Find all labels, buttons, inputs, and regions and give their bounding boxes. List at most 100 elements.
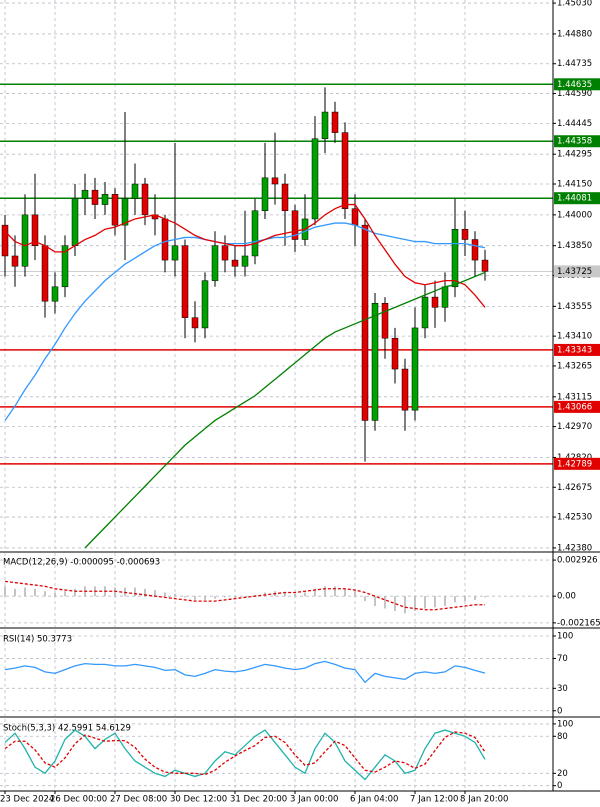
indicator-line bbox=[4, 731, 486, 776]
histogram-bar bbox=[64, 591, 66, 597]
candle-body bbox=[451, 228, 459, 288]
candle-body bbox=[181, 245, 189, 318]
candle-body bbox=[31, 214, 39, 246]
histogram-bar bbox=[344, 588, 346, 597]
histogram-bar bbox=[174, 593, 176, 597]
histogram-bar bbox=[134, 587, 136, 597]
candle-body bbox=[111, 194, 119, 226]
candle-body bbox=[171, 245, 179, 261]
y-tick-label: 1.44735 bbox=[557, 59, 592, 69]
panel-title: MACD(12,26,9) -0.000095 -0.000693 bbox=[3, 558, 160, 568]
candle-body bbox=[371, 303, 379, 421]
histogram-bar bbox=[314, 588, 316, 597]
y-tick-label: 1.43410 bbox=[557, 332, 592, 342]
panel-title: RSI(14) 50.3773 bbox=[3, 635, 72, 645]
indicator-line bbox=[84, 271, 486, 549]
histogram-bar bbox=[184, 596, 186, 598]
histogram-bar bbox=[394, 596, 396, 611]
candle-body bbox=[461, 228, 469, 240]
candle-body bbox=[311, 138, 319, 220]
histogram-bar bbox=[294, 593, 296, 597]
candle-body bbox=[261, 177, 269, 211]
y-tick-label: 0 bbox=[557, 781, 562, 791]
y-tick-label: 1.44880 bbox=[557, 29, 592, 39]
candle-body bbox=[51, 286, 59, 302]
x-tick-label: 27 Dec 08:00 bbox=[110, 795, 167, 805]
x-tick-label: 6 Jan 04:00 bbox=[350, 795, 398, 805]
histogram-bar bbox=[224, 596, 226, 598]
x-tick-label: 7 Jan 12:00 bbox=[410, 795, 458, 805]
candle-body bbox=[361, 224, 369, 421]
histogram-bar bbox=[484, 596, 486, 598]
y-tick-label: 1.44000 bbox=[557, 210, 592, 220]
histogram-bar bbox=[164, 592, 166, 597]
histogram-bar bbox=[24, 587, 26, 597]
histogram-bar bbox=[54, 592, 56, 597]
last-price-box bbox=[554, 265, 600, 278]
candle-body bbox=[21, 214, 29, 267]
candle-body bbox=[271, 177, 279, 185]
histogram-bar bbox=[214, 596, 216, 599]
histogram-bar bbox=[154, 590, 156, 597]
histogram-bar bbox=[354, 590, 356, 597]
histogram-bar bbox=[374, 596, 376, 607]
histogram-bar bbox=[304, 592, 306, 597]
y-tick-label: 1.44590 bbox=[557, 89, 592, 99]
histogram-bar bbox=[464, 596, 466, 602]
candle-body bbox=[331, 111, 339, 133]
y-tick-label: 0 bbox=[557, 706, 562, 716]
y-tick-label: 0.002926 bbox=[557, 556, 598, 566]
indicator-line bbox=[4, 222, 486, 421]
candle-body bbox=[61, 245, 69, 288]
indicator-line bbox=[4, 729, 486, 781]
candle-body bbox=[91, 189, 99, 205]
level-label: 1.44635 bbox=[557, 80, 592, 90]
x-tick-label: 26 Dec 00:00 bbox=[50, 795, 107, 805]
histogram-bar bbox=[4, 586, 6, 597]
histogram-bar bbox=[424, 596, 426, 609]
candle-body bbox=[411, 327, 419, 411]
indicator-line bbox=[4, 203, 486, 308]
level-label: 1.43343 bbox=[557, 345, 592, 355]
y-tick-label: 1.43115 bbox=[557, 392, 592, 402]
histogram-bar bbox=[404, 596, 406, 614]
histogram-bar bbox=[384, 596, 386, 609]
level-label: 1.42789 bbox=[557, 459, 592, 469]
histogram-bar bbox=[474, 596, 476, 600]
histogram-bar bbox=[194, 596, 196, 600]
y-tick-label: 1.44295 bbox=[557, 150, 592, 160]
candle-body bbox=[141, 183, 149, 216]
candle-body bbox=[421, 296, 429, 329]
candle-body bbox=[71, 198, 79, 246]
y-tick-label: 1.43265 bbox=[557, 361, 592, 371]
y-tick-label: 80 bbox=[557, 732, 568, 742]
candle-body bbox=[351, 208, 359, 226]
level-label: 1.44081 bbox=[557, 194, 592, 204]
histogram-bar bbox=[284, 592, 286, 597]
histogram-bar bbox=[434, 596, 436, 608]
candle-body bbox=[101, 194, 109, 205]
candle-body bbox=[221, 245, 229, 261]
histogram-bar bbox=[34, 588, 36, 597]
y-tick-label: 30 bbox=[557, 684, 568, 694]
y-tick-label: 100 bbox=[557, 631, 573, 641]
y-tick-label: 1.43555 bbox=[557, 302, 592, 312]
x-tick-label: 31 Dec 20:00 bbox=[230, 795, 287, 805]
histogram-bar bbox=[144, 588, 146, 597]
histogram-bar bbox=[444, 596, 446, 607]
histogram-bar bbox=[324, 586, 326, 597]
x-tick-label: 8 Jan 20:00 bbox=[460, 795, 508, 805]
candle-body bbox=[241, 255, 249, 267]
last-price-label: 1.43725 bbox=[557, 267, 592, 277]
candle-body bbox=[161, 218, 169, 261]
x-tick-label: 23 Dec 2024 bbox=[0, 795, 54, 805]
histogram-bar bbox=[74, 588, 76, 597]
level-label-box bbox=[554, 135, 600, 148]
y-tick-label: 1.43850 bbox=[557, 241, 592, 251]
y-tick-label: -0.002165 bbox=[557, 618, 600, 628]
y-tick-label: 1.45030 bbox=[557, 0, 592, 9]
y-tick-label: 1.42970 bbox=[557, 422, 592, 432]
level-label-box bbox=[554, 457, 600, 470]
candle-body bbox=[211, 245, 219, 281]
